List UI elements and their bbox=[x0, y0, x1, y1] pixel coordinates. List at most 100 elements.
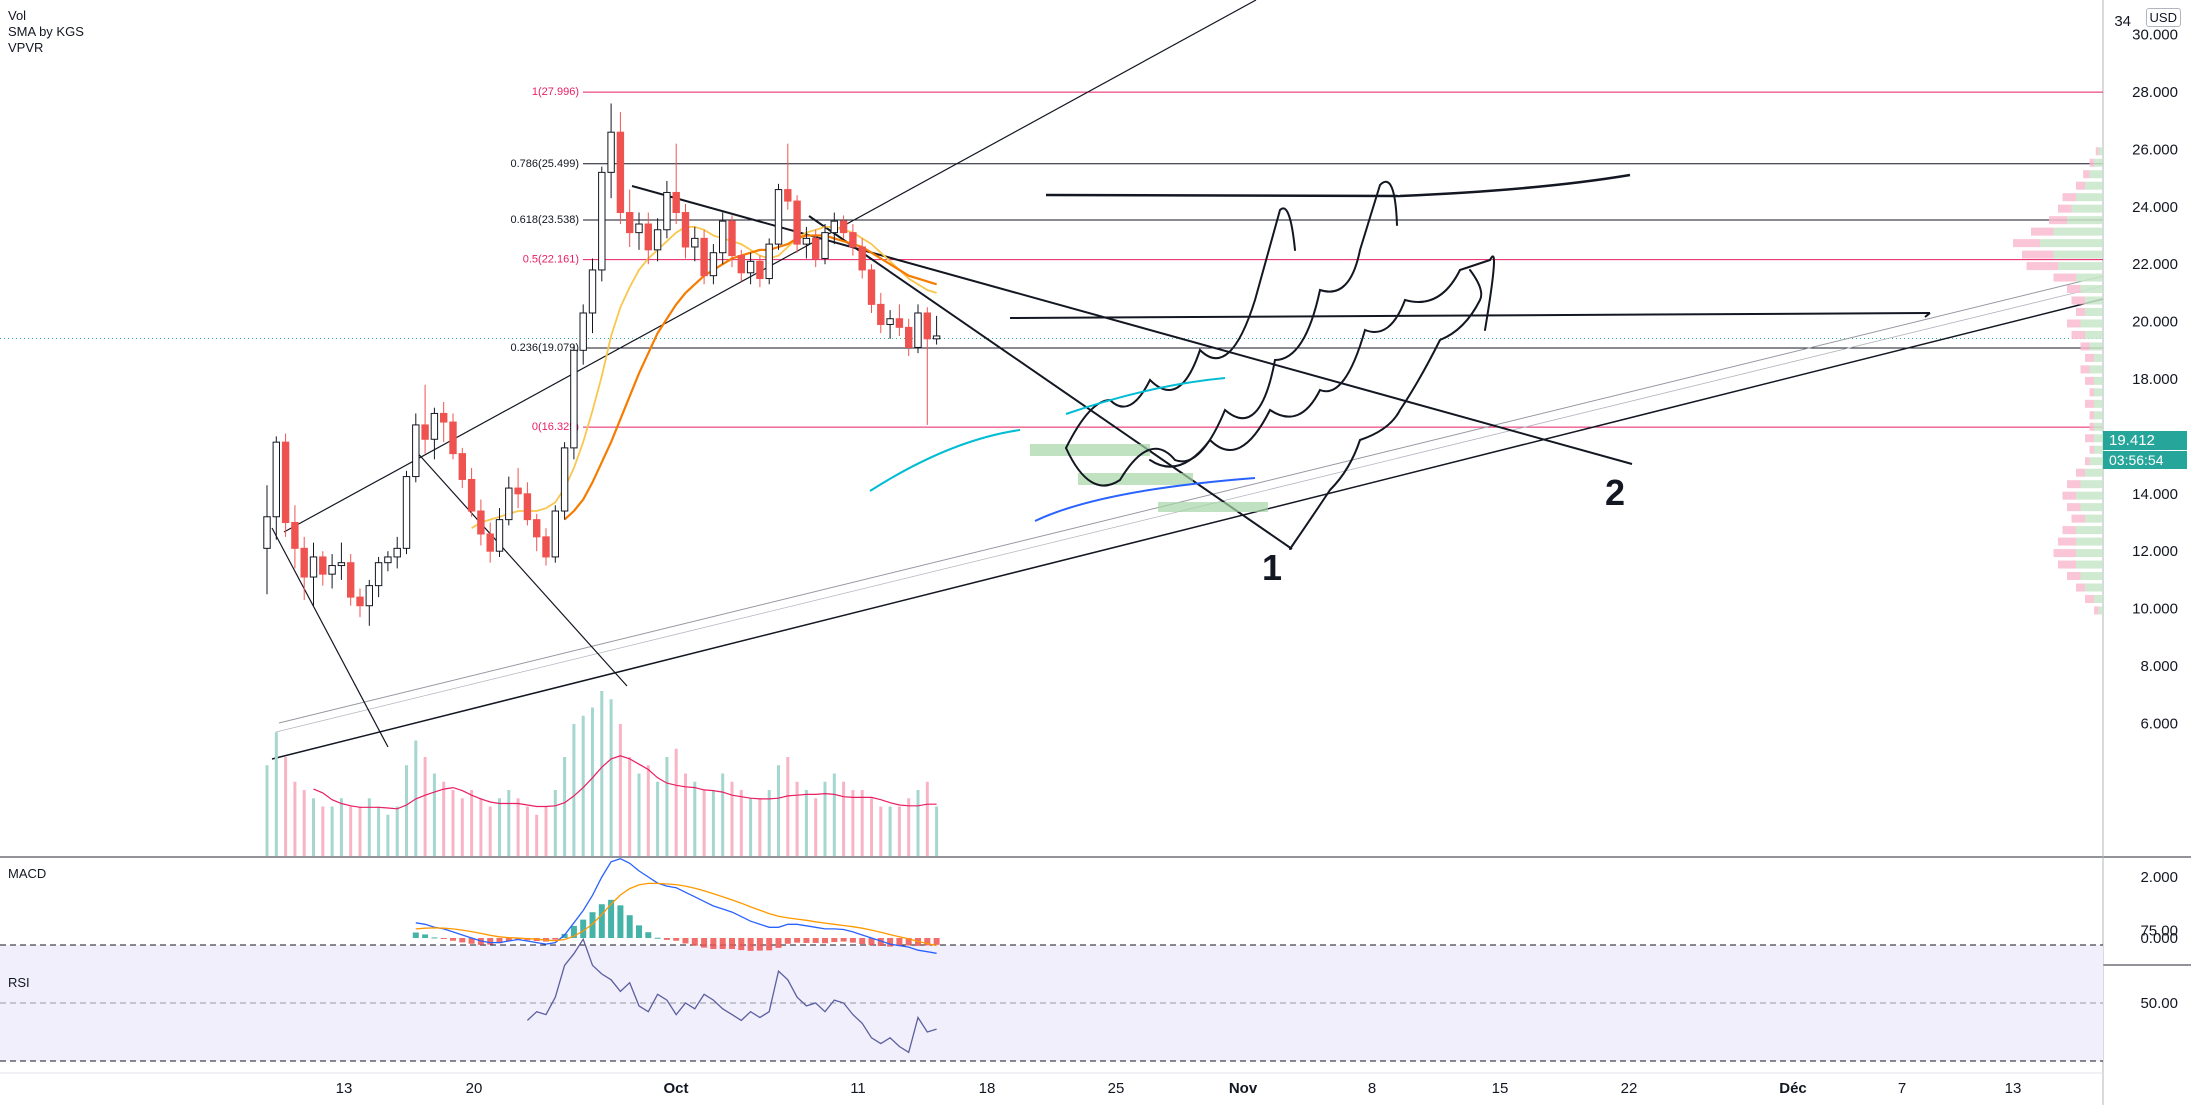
vpvr-bar-up bbox=[2094, 388, 2103, 397]
volume-bar bbox=[525, 806, 529, 856]
candle-body bbox=[486, 533, 494, 552]
candle-body bbox=[551, 510, 559, 558]
rsi-axis-label: 75.00 bbox=[2140, 923, 2178, 940]
candle-body bbox=[849, 232, 857, 248]
demand-zone bbox=[1078, 473, 1193, 485]
volume-bar bbox=[479, 798, 483, 856]
volume-bar bbox=[321, 806, 325, 856]
time-axis-label: 18 bbox=[979, 1080, 996, 1097]
vpvr-bar-up bbox=[2094, 411, 2103, 420]
candle-body bbox=[635, 223, 643, 234]
fib-level-label: 1(27.996) bbox=[532, 86, 579, 98]
vpvr-bar-down bbox=[2085, 457, 2090, 466]
macd-histogram-bar bbox=[505, 938, 512, 942]
currency-button[interactable]: USD bbox=[2145, 8, 2181, 27]
volume-bar bbox=[795, 781, 799, 856]
vpvr-bar-down bbox=[2095, 147, 2099, 156]
volume-bar bbox=[888, 806, 892, 856]
vpvr-bar-up bbox=[2085, 583, 2103, 592]
legend-vol[interactable]: Vol bbox=[8, 8, 27, 23]
macd-histogram-bar bbox=[570, 925, 577, 938]
vpvr-bar-up bbox=[2076, 273, 2103, 282]
candle-body bbox=[356, 596, 364, 607]
vpvr-bar-down bbox=[2080, 342, 2090, 351]
vpvr-bar-down bbox=[2085, 376, 2094, 385]
candle-body bbox=[458, 453, 467, 480]
vpvr-bar-down bbox=[2067, 503, 2081, 512]
macd-signal-line bbox=[415, 882, 937, 947]
candle-body bbox=[719, 220, 727, 254]
vpvr-bar-down bbox=[2076, 181, 2085, 190]
candle-body bbox=[598, 171, 606, 271]
vpvr-bar-down bbox=[2071, 330, 2085, 339]
vpvr-bar-up bbox=[2098, 147, 2103, 156]
vpvr-bar-up bbox=[2085, 181, 2103, 190]
volume-bar bbox=[544, 806, 548, 856]
macd-histogram-bar bbox=[459, 938, 466, 943]
volume-bar bbox=[814, 798, 818, 856]
macd-histogram-bar bbox=[719, 938, 726, 949]
macd-histogram-bar bbox=[822, 938, 828, 944]
volume-bar bbox=[339, 798, 343, 856]
vpvr-bar-up bbox=[2094, 594, 2103, 603]
volume-bar bbox=[618, 724, 622, 856]
volume-bar bbox=[460, 798, 464, 856]
macd-histogram-bar bbox=[766, 938, 773, 951]
macd-histogram-bar bbox=[887, 938, 894, 947]
time-axis-label: 7 bbox=[1898, 1080, 1906, 1097]
fib-level-label: 0.236(19.079) bbox=[511, 342, 580, 354]
candle-body bbox=[328, 565, 336, 575]
macd-histogram-bar bbox=[682, 938, 689, 944]
macd-histogram-bar bbox=[710, 938, 717, 949]
time-axis-label: 15 bbox=[1492, 1080, 1509, 1097]
macd-histogram-bar bbox=[775, 938, 782, 948]
vpvr-bar-down bbox=[2053, 273, 2076, 282]
volume-bar bbox=[553, 790, 557, 856]
vpvr-bar-down bbox=[2094, 606, 2099, 615]
candle-body bbox=[579, 312, 587, 351]
volume-bar bbox=[284, 757, 288, 856]
vpvr-bar-down bbox=[2071, 296, 2085, 305]
volume-bar bbox=[674, 748, 678, 856]
legend-vpvr[interactable]: VPVR bbox=[8, 40, 44, 55]
macd-histogram-bar bbox=[868, 938, 875, 946]
volume-bar bbox=[860, 790, 864, 856]
macd-histogram-bar bbox=[812, 938, 819, 943]
macd-histogram-bar bbox=[924, 938, 931, 946]
volume-bar bbox=[842, 781, 846, 856]
demand-zone bbox=[1030, 444, 1150, 456]
volume-bar bbox=[656, 781, 660, 856]
price-axis-label: 34 bbox=[2114, 13, 2131, 30]
candle-body bbox=[616, 131, 625, 214]
candle-body bbox=[449, 421, 457, 455]
volume-bar bbox=[823, 781, 827, 856]
macd-histogram-bar bbox=[933, 938, 940, 945]
candle-body bbox=[812, 237, 820, 259]
candle-body bbox=[347, 562, 355, 598]
vpvr-bar-up bbox=[2094, 445, 2103, 454]
rsi-pane-label[interactable]: RSI bbox=[8, 975, 30, 990]
volume-bar bbox=[665, 757, 669, 856]
time-axis-label: 8 bbox=[1368, 1080, 1376, 1097]
trendline bbox=[271, 298, 2104, 760]
time-axis-label: Déc bbox=[1779, 1080, 1807, 1097]
candle-body bbox=[467, 478, 476, 512]
candle-body bbox=[858, 246, 866, 271]
time-axis-label: 11 bbox=[850, 1080, 866, 1097]
volume-bar bbox=[386, 814, 390, 856]
candle-body bbox=[607, 131, 615, 173]
volume-bar bbox=[684, 773, 687, 856]
macd-pane-label[interactable]: MACD bbox=[8, 866, 47, 881]
candle-body bbox=[886, 318, 894, 325]
vpvr-bar-down bbox=[2026, 262, 2058, 271]
vpvr-bar-down bbox=[2089, 445, 2094, 454]
rsi-line bbox=[526, 937, 937, 1054]
legend-sma[interactable]: SMA by KGS bbox=[8, 24, 84, 39]
volume-bar bbox=[721, 773, 725, 856]
candle-body bbox=[877, 303, 885, 325]
vpvr-bar-up bbox=[2085, 307, 2103, 316]
volume-bar bbox=[563, 757, 567, 856]
price-axis-label: 26.000 bbox=[2132, 141, 2178, 158]
